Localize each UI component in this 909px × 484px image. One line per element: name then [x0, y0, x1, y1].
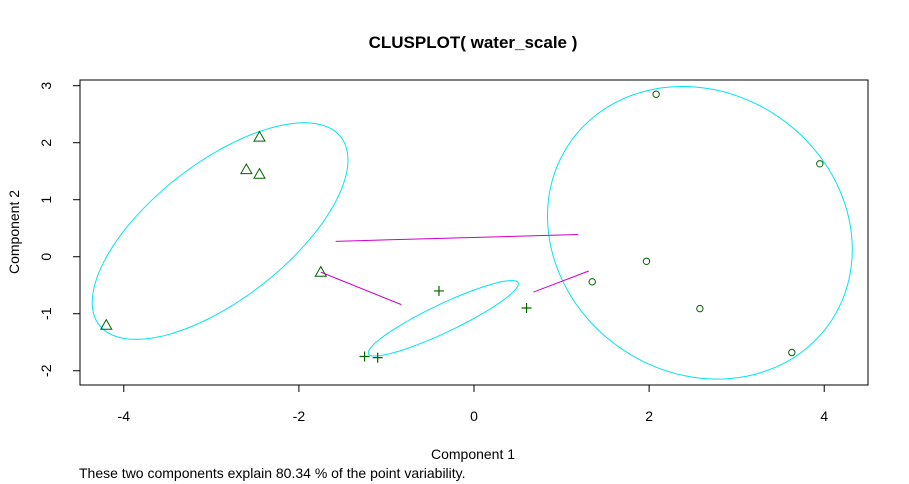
x-tick-label-2: -2 — [293, 408, 306, 424]
x-tick-label-3: 0 — [470, 408, 478, 424]
cluster-ellipses — [91, 85, 853, 380]
point-cluster3-4 — [588, 278, 596, 286]
plot-frame — [79, 79, 869, 386]
y-tick-label-3: 0 — [38, 253, 54, 261]
point-cluster1-3 — [253, 167, 266, 179]
connector-line-1 — [335, 233, 579, 242]
point-cluster2-4 — [372, 352, 383, 363]
point-cluster3-3 — [642, 257, 651, 265]
y-tick-label-5: 2 — [38, 139, 54, 147]
y-tick-label-6: 3 — [38, 82, 54, 90]
point-cluster1-5 — [99, 318, 113, 330]
point-cluster2-2 — [521, 303, 532, 314]
x-axis-label: Component 1 — [431, 446, 515, 462]
data-points — [99, 90, 824, 363]
x-axis: -4 -2 0 2 4 — [118, 384, 828, 424]
x-tick-label-1: -4 — [118, 408, 131, 424]
point-cluster1-4 — [314, 265, 328, 277]
variability-note: These two components explain 80.34 % of … — [79, 465, 466, 481]
point-cluster1-2 — [239, 162, 253, 175]
x-tick-label-4: 2 — [645, 408, 653, 424]
connector-line-2 — [320, 271, 402, 306]
cluster-ellipse-2 — [367, 280, 519, 357]
point-cluster3-5 — [696, 304, 704, 313]
point-cluster3-1 — [652, 90, 660, 98]
cluster-connectors — [320, 233, 589, 306]
y-tick-label-2: -1 — [38, 307, 54, 320]
connector-line-3 — [533, 270, 589, 293]
point-cluster3-6 — [788, 348, 796, 357]
chart-title: CLUSPLOT( water_scale ) — [369, 33, 578, 52]
y-axis-label: Component 2 — [6, 190, 22, 274]
point-cluster2-3 — [359, 351, 370, 362]
point-cluster1-1 — [253, 130, 266, 142]
y-tick-label-1: -2 — [38, 364, 54, 377]
cluster-ellipse-1 — [91, 122, 349, 340]
y-axis: -2 -1 0 1 2 3 — [38, 82, 81, 377]
cluster-ellipse-3 — [546, 85, 853, 380]
y-tick-label-4: 1 — [38, 196, 54, 204]
point-cluster2-1 — [433, 285, 444, 296]
x-tick-label-5: 4 — [820, 408, 828, 424]
point-cluster3-2 — [816, 160, 824, 168]
